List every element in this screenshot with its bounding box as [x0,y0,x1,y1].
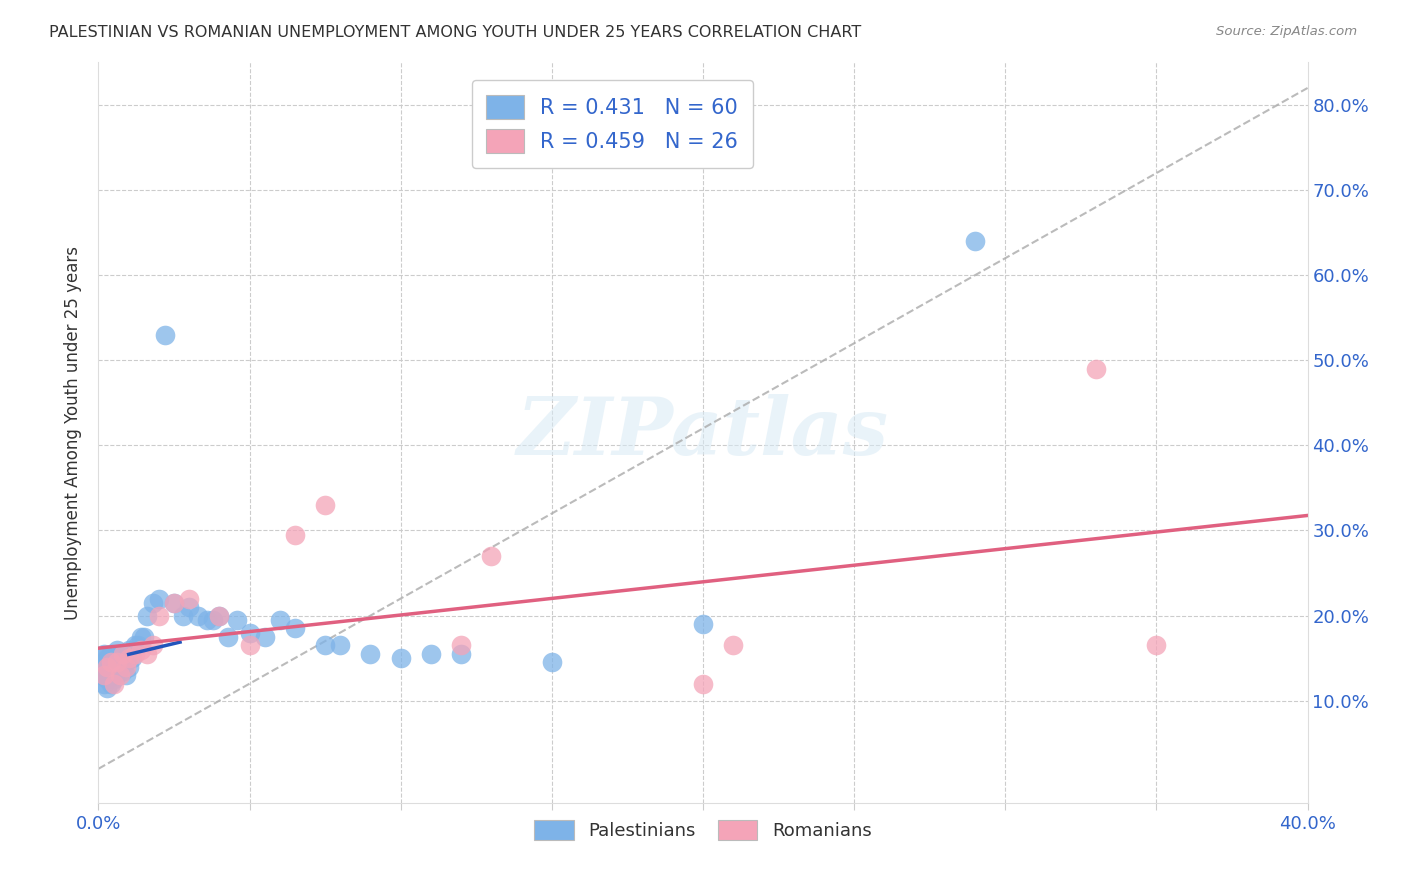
Point [114,668,136,682]
Point [481,549,503,563]
Point [179,600,201,615]
Point [118,651,141,665]
Point [284,621,307,635]
Point [100,656,122,670]
Point [450,647,472,661]
Point [108,668,131,682]
Point [153,327,176,342]
Point [269,613,291,627]
Point [96,681,118,695]
Point [239,639,262,653]
Point [90,651,112,665]
Point [965,234,987,248]
Point [360,647,382,661]
Text: ZIPatlas: ZIPatlas [517,394,889,471]
Point [692,617,714,632]
Point [314,498,336,512]
Point [179,591,201,606]
Point [103,673,125,687]
Point [103,659,125,673]
Text: PALESTINIAN VS ROMANIAN UNEMPLOYMENT AMONG YOUTH UNDER 25 YEARS CORRELATION CHAR: PALESTINIAN VS ROMANIAN UNEMPLOYMENT AMO… [49,25,862,40]
Point [284,527,307,541]
Point [135,647,157,661]
Point [129,630,152,644]
Point [96,673,118,687]
Point [105,656,128,670]
Point [124,647,146,661]
Point [314,639,336,653]
Point [142,639,165,653]
Point [187,608,209,623]
Point [103,651,125,665]
Point [96,664,118,678]
Point [208,608,231,623]
Point [118,659,141,673]
Point [239,625,262,640]
Point [111,664,134,678]
Point [217,630,239,644]
Point [163,596,186,610]
Point [118,642,141,657]
Point [93,656,115,670]
Y-axis label: Unemployment Among Youth under 25 years: Unemployment Among Youth under 25 years [65,245,83,620]
Point [100,668,122,682]
Point [142,596,165,610]
Point [195,613,218,627]
Point [132,630,155,644]
Point [96,659,118,673]
Point [1085,361,1108,376]
Point [226,613,249,627]
Point [148,608,170,623]
Point [114,656,136,670]
Point [100,656,122,670]
Point [163,596,186,610]
Point [121,651,143,665]
Point [450,639,472,653]
Point [93,647,115,661]
Point [90,668,112,682]
Point [114,659,136,673]
Point [127,639,149,653]
Point [108,659,131,673]
Text: Source: ZipAtlas.com: Source: ZipAtlas.com [1216,25,1357,38]
Point [111,647,134,661]
Point [105,642,128,657]
Point [540,656,562,670]
Point [420,647,443,661]
Point [135,608,157,623]
Point [692,676,714,690]
Point [111,647,134,661]
Point [389,651,412,665]
Point [93,668,115,682]
Point [96,651,118,665]
Point [208,608,231,623]
Point [124,639,146,653]
Point [93,676,115,690]
Point [103,676,125,690]
Point [723,639,745,653]
Legend: Palestinians, Romanians: Palestinians, Romanians [526,812,880,849]
Point [202,613,225,627]
Point [105,668,128,682]
Point [329,639,352,653]
Point [105,656,128,670]
Point [148,591,170,606]
Point [100,676,122,690]
Point [129,642,152,657]
Point [90,659,112,673]
Point [1144,639,1167,653]
Point [108,647,131,661]
Point [100,647,122,661]
Point [253,630,276,644]
Point [172,608,194,623]
Point [93,668,115,682]
